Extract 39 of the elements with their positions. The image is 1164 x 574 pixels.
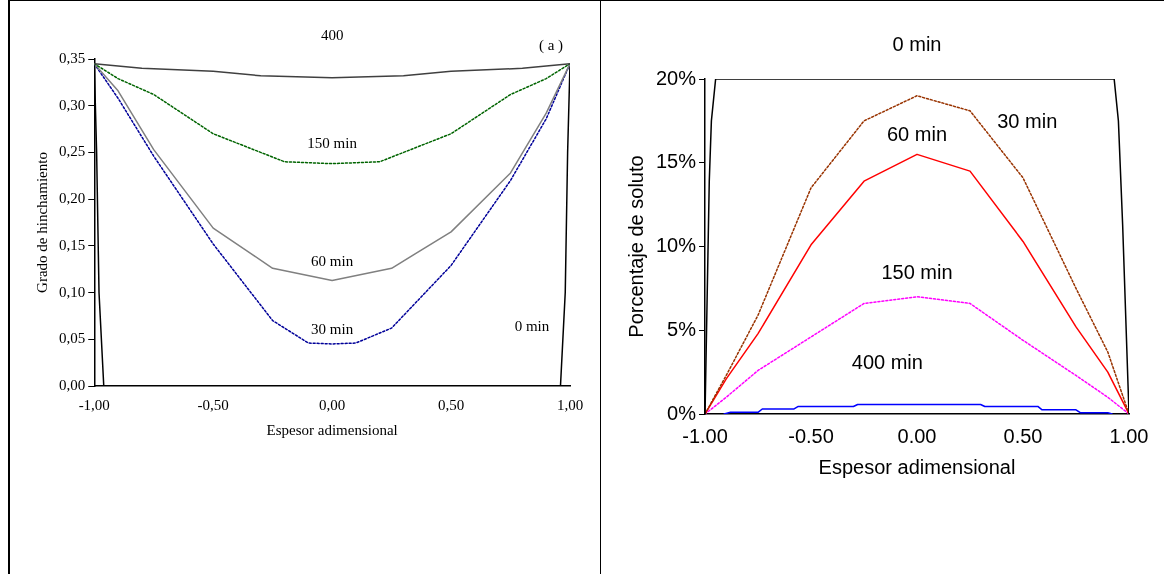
x-tick-label: -1,00 [78,396,110,413]
y-axis-title: Porcentaje de soluto [624,155,647,338]
series-label: 0 min [892,33,942,56]
x-tick-label: 0,00 [319,396,346,413]
x-tick-label: 1,00 [556,396,584,413]
series-label: 60 min [887,123,948,146]
x-tick-label: 0,50 [437,396,465,413]
y-tick-label: 15% [656,150,697,173]
y-tick-label: 10% [656,234,697,257]
y-tick-label: 20% [656,66,697,89]
y-tick-label: 0,15 [59,236,86,253]
y-axis-title: Grado de hinchamiento [33,152,50,293]
y-tick-label: 0,00 [59,376,86,393]
series-label: 30 min [311,321,354,338]
y-tick-label: 0,25 [59,143,86,160]
x-tick-label: -0,50 [197,396,229,413]
series-label: 400 min [851,351,923,374]
y-tick-label: 0,30 [59,96,86,113]
x-axis-title: Espesor adimensional [818,455,1016,478]
x-tick-label: 0.50 [1003,424,1043,447]
line-series [94,62,570,165]
x-tick-label: 0.00 [897,424,937,447]
text: 400 [320,27,344,44]
series-label: 0 min [514,318,550,335]
x-axis-title: Espesor adimensional [266,421,398,438]
x-tick-label: -1.00 [682,424,728,447]
x-tick-label: 1.00 [1109,424,1149,447]
series-label: 150 min [881,260,953,283]
y-tick-label: 5% [667,317,697,340]
y-tick-label: 0,20 [59,190,86,207]
y-tick-label: 0,10 [59,283,86,300]
x-tick-label: -0.50 [788,424,834,447]
text: ( a ) [538,36,564,54]
y-tick-label: 0,35 [59,49,86,66]
y-tick-label: 0% [667,401,697,424]
series-label: 30 min [997,110,1058,133]
series-label: 150 min [307,134,358,151]
y-tick-label: 0,05 [59,330,86,347]
series-label: 60 min [311,252,354,269]
